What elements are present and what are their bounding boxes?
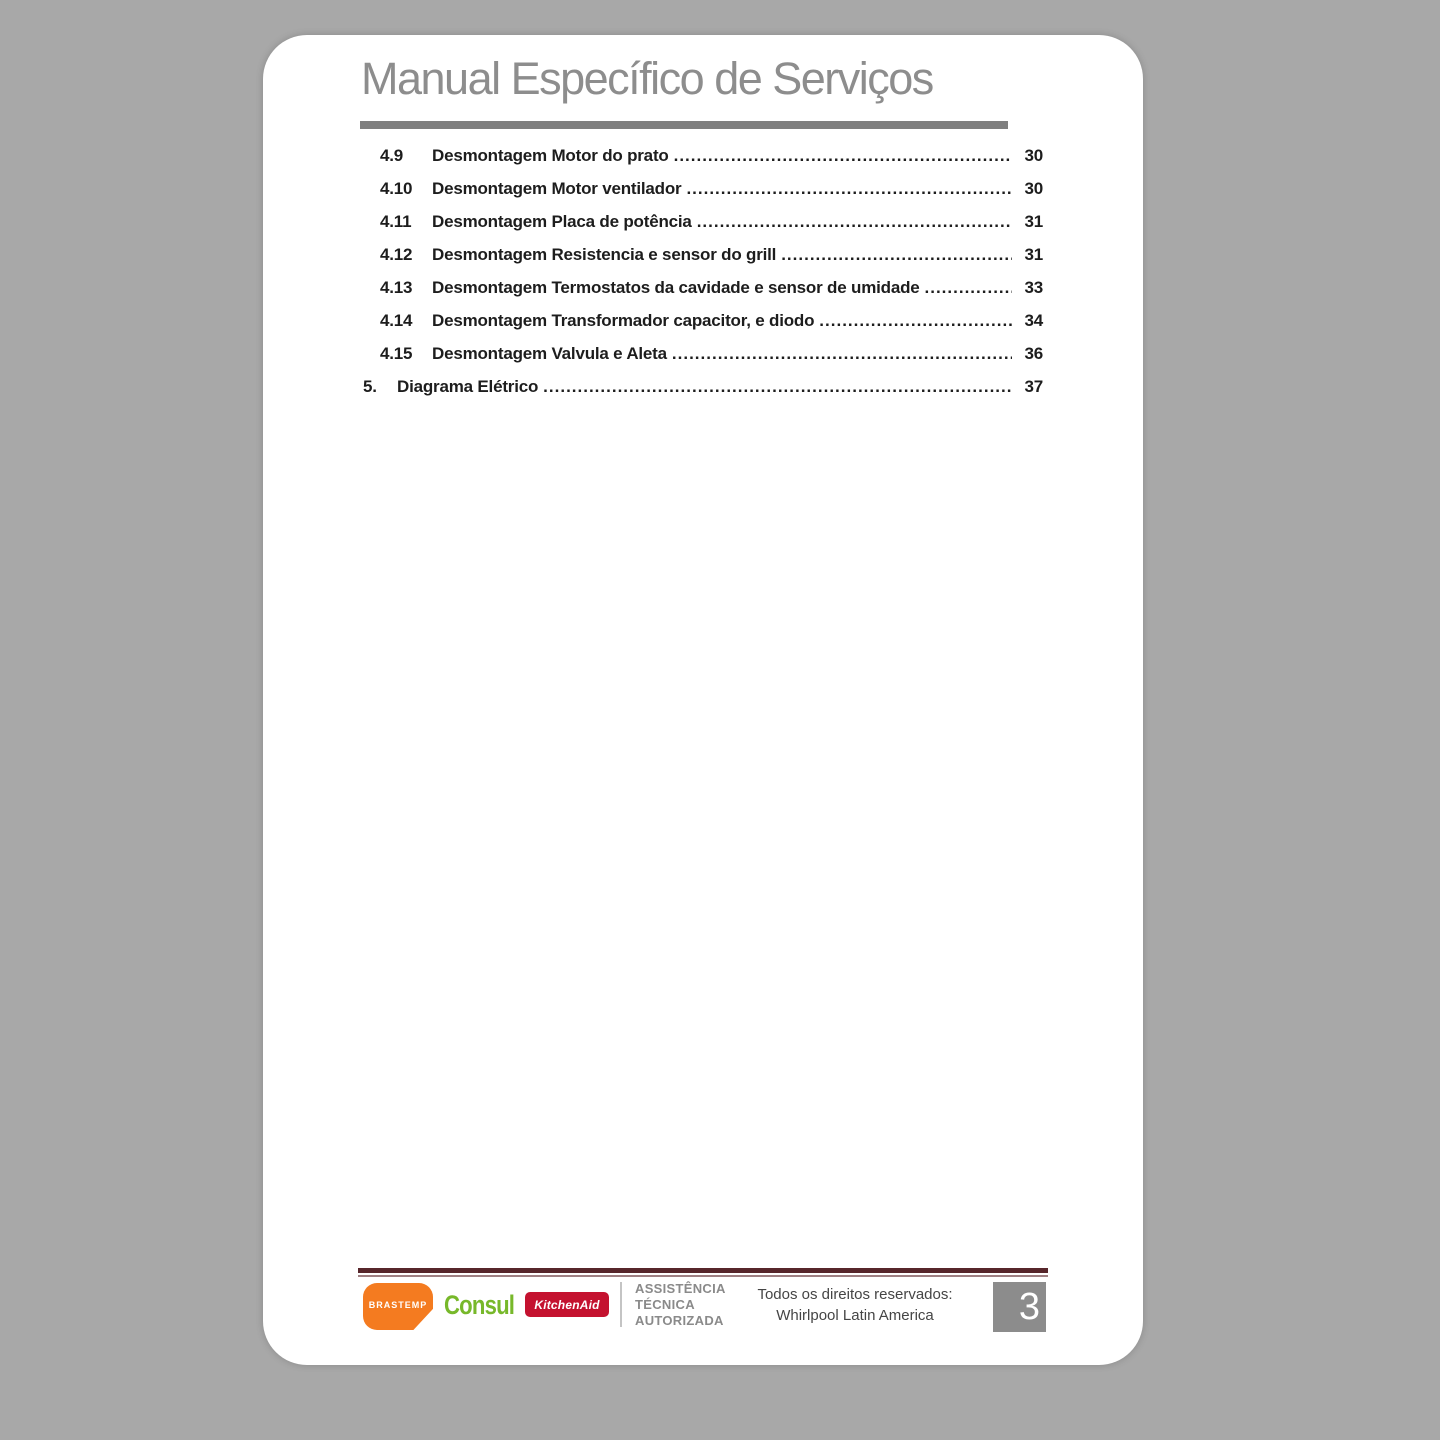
authorized-service-line-2: TÉCNICA — [635, 1297, 695, 1312]
consul-logo: Consul — [444, 1290, 515, 1320]
toc-entry[interactable]: 4.10 Desmontagem Motor ventilador 30 — [263, 172, 1043, 205]
authorized-service-line-1: ASSISTÊNCIA — [635, 1281, 726, 1296]
toc-entry[interactable]: 4.13 Desmontagem Termostatos da cavidade… — [263, 271, 1043, 304]
toc-entry[interactable]: 4.12 Desmontagem Resistencia e sensor do… — [263, 238, 1043, 271]
page-title: Manual Específico de Serviços — [361, 53, 934, 104]
toc-entry-number: 4.9 — [380, 146, 404, 165]
toc-dot-leader — [674, 139, 1012, 172]
toc-entry[interactable]: 4.11 Desmontagem Placa de potência 31 — [263, 205, 1043, 238]
toc-entry[interactable]: 4.15 Desmontagem Valvula e Aleta 36 — [263, 337, 1043, 370]
toc-dot-leader — [686, 172, 1012, 205]
toc-entry-page: 37 — [1024, 377, 1043, 396]
toc-entry-page: 30 — [1024, 179, 1043, 198]
toc-list: 4.9 Desmontagem Motor do prato 30 4.10 D… — [263, 139, 1043, 403]
toc-entry-label: Desmontagem Resistencia e sensor do gril… — [432, 245, 777, 264]
toc-entry-page: 36 — [1024, 344, 1043, 363]
authorized-service-text: ASSISTÊNCIA TÉCNICA AUTORIZADA — [635, 1281, 726, 1329]
brastemp-logo-label: BRASTEMP — [368, 1299, 428, 1310]
rights-line-1: Todos os direitos reservados: — [757, 1286, 953, 1303]
toc-entry-label: Diagrama Elétrico — [397, 377, 539, 396]
toc-entry-page: 31 — [1024, 212, 1043, 231]
kitchenaid-logo-label: KitchenAid — [534, 1297, 600, 1312]
kitchenaid-logo: KitchenAid — [525, 1292, 609, 1317]
toc-dot-leader — [697, 205, 1012, 238]
toc-dot-leader — [672, 337, 1012, 370]
rights-reserved-text: Todos os direitos reservados: Whirlpool … — [741, 1284, 969, 1326]
toc-entry-number: 4.11 — [380, 212, 412, 231]
toc-dot-leader — [543, 370, 1012, 403]
toc-entry-number: 5. — [363, 377, 377, 396]
page-number-badge: 3 — [993, 1282, 1046, 1332]
document-page: Manual Específico de Serviços 4.9 Desmon… — [263, 35, 1143, 1365]
toc-entry-page: 33 — [1024, 278, 1043, 297]
toc-entry[interactable]: 5. Diagrama Elétrico 37 — [263, 370, 1043, 403]
brastemp-logo: BRASTEMP — [363, 1283, 433, 1330]
toc-entry-page: 31 — [1024, 245, 1043, 264]
toc-dot-leader — [925, 271, 1012, 304]
toc-entry-label: Desmontagem Motor ventilador — [432, 179, 682, 198]
rights-line-2: Whirlpool Latin America — [776, 1307, 934, 1324]
authorized-service-line-3: AUTORIZADA — [635, 1313, 724, 1328]
toc-entry-label: Desmontagem Termostatos da cavidade e se… — [432, 278, 920, 297]
toc-entry-number: 4.13 — [380, 278, 413, 297]
toc-entry-number: 4.12 — [380, 245, 413, 264]
toc-entry-page: 30 — [1024, 146, 1043, 165]
toc-dot-leader — [819, 304, 1012, 337]
toc-entry-page: 34 — [1024, 311, 1043, 330]
toc-entry-number: 4.14 — [380, 311, 413, 330]
footer-rule-thin-line — [358, 1275, 1048, 1277]
toc-entry-number: 4.15 — [380, 344, 413, 363]
footer-rule — [358, 1268, 1048, 1277]
toc-entry-label: Desmontagem Motor do prato — [432, 146, 669, 165]
footer-vertical-divider — [620, 1282, 622, 1327]
toc-entry[interactable]: 4.14 Desmontagem Transformador capacitor… — [263, 304, 1043, 337]
toc-entry-label: Desmontagem Valvula e Aleta — [432, 344, 667, 363]
footer-rule-dark-line — [358, 1268, 1048, 1273]
toc-entry[interactable]: 4.9 Desmontagem Motor do prato 30 — [263, 139, 1043, 172]
toc-entry-label: Desmontagem Transformador capacitor, e d… — [432, 311, 815, 330]
title-underline-rule — [360, 121, 1008, 129]
toc-entry-number: 4.10 — [380, 179, 413, 198]
toc-entry-label: Desmontagem Placa de potência — [432, 212, 692, 231]
toc-dot-leader — [781, 238, 1012, 271]
